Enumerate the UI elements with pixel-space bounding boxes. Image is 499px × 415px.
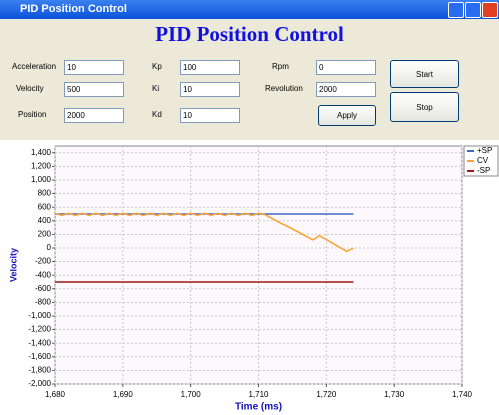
- button[interactable]: Apply: [318, 105, 376, 126]
- y-tick-label: 0: [47, 243, 52, 252]
- x-tick-label: 1,710: [248, 390, 269, 399]
- y-tick-label: -800: [35, 298, 52, 307]
- x-tick-label: 1,700: [181, 390, 202, 399]
- plot-area: [54, 145, 463, 385]
- y-tick-label: -400: [35, 270, 52, 279]
- y-tick-label: 1,400: [31, 148, 52, 157]
- y-tick-label: -1,000: [28, 311, 51, 320]
- x-tick-label: 1,690: [113, 390, 134, 399]
- y-tick-label: -600: [35, 284, 52, 293]
- x-tick-label: 1,720: [316, 390, 337, 399]
- y-tick-label: -1,800: [28, 366, 51, 375]
- field-label: Acceleration: [12, 62, 57, 71]
- window-title: PID Position Control: [20, 3, 127, 15]
- y-tick-label: 1,000: [31, 175, 52, 184]
- chart: 1,400 1,200 1,000 800 600 400 200 0 -200 -400 -600…: [0, 140, 499, 415]
- x-tick-label: 1,730: [384, 390, 405, 399]
- text-input[interactable]: 10: [64, 60, 124, 75]
- field-label: Ki: [152, 84, 160, 93]
- legend-label: +SP: [477, 146, 492, 155]
- text-input[interactable]: 10: [180, 82, 240, 97]
- button[interactable]: Start: [390, 60, 459, 88]
- y-tick-label: 1,200: [31, 162, 52, 171]
- header-title: PID Position Control: [155, 22, 344, 46]
- y-tick-label: -2,000: [28, 379, 51, 388]
- field-label: Rpm: [272, 62, 289, 71]
- y-tick-label: 600: [38, 202, 52, 211]
- text-input[interactable]: 0: [316, 60, 376, 75]
- maximize-button[interactable]: [465, 2, 481, 18]
- title-bar: PID Position Control: [0, 0, 499, 19]
- text-input[interactable]: 100: [180, 60, 240, 75]
- line: [54, 212, 354, 253]
- field-label: Position: [18, 110, 47, 119]
- y-tick-label: -1,400: [28, 338, 51, 347]
- y-tick-label: -200: [35, 257, 52, 266]
- text-input[interactable]: 500: [64, 82, 124, 97]
- x-axis-title: Time (ms): [235, 402, 282, 413]
- y-tick-label: 800: [38, 189, 52, 198]
- field-label: Kd: [152, 110, 162, 119]
- x-tick-label: 1,740: [452, 390, 473, 399]
- text-input[interactable]: 10: [180, 108, 240, 123]
- close-button[interactable]: [482, 2, 498, 18]
- legend-label: -SP: [477, 166, 490, 175]
- text-input[interactable]: 2000: [316, 82, 376, 97]
- x-tick-label: 1,680: [45, 390, 66, 399]
- field-label: Revolution: [265, 84, 303, 93]
- minimize-button[interactable]: [448, 2, 464, 18]
- text-input[interactable]: 2000: [64, 108, 124, 123]
- y-axis-title: Velocity: [8, 248, 18, 282]
- field-label: Kp: [152, 62, 162, 71]
- y-tick-label: 200: [38, 230, 52, 239]
- y-tick-label: -1,200: [28, 325, 51, 334]
- y-tick-label: -1,600: [28, 352, 51, 361]
- y-tick-label: 400: [38, 216, 52, 225]
- legend-label: CV: [477, 156, 489, 165]
- field-label: Velocity: [16, 84, 44, 93]
- button[interactable]: Stop: [390, 92, 459, 122]
